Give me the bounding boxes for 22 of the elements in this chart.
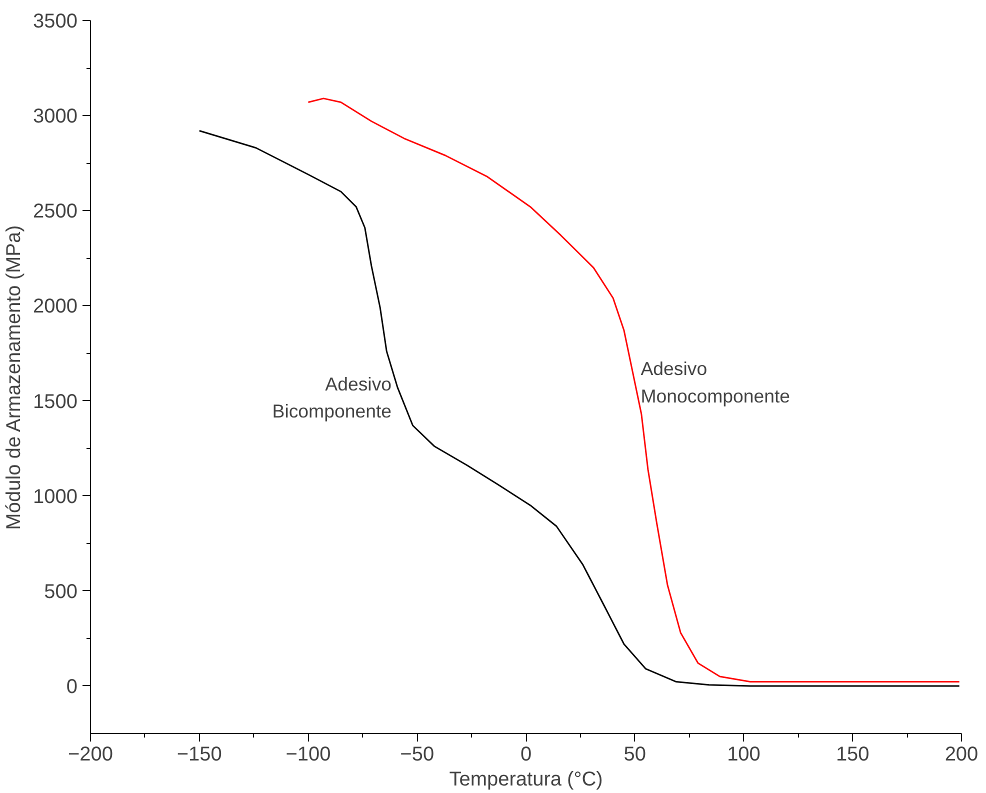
x-tick-label: −100 [286,744,331,766]
x-axis-title: Temperatura (°C) [449,768,603,790]
y-axis-title: Módulo de Armazenamento (MPa) [3,225,26,530]
y-tick-label: 0 [66,676,78,698]
y-tick-label: 500 [44,580,78,603]
series-label: Adesivo Monocomponente [640,358,790,406]
series-label: Adesivo Bicomponente [272,373,392,422]
x-tick-label: 150 [836,744,870,766]
x-tick-label: −200 [68,744,114,766]
x-tick-label: −150 [176,744,222,766]
y-tick-label: 1000 [33,486,78,508]
x-tick-label: −50 [400,744,434,766]
y-tick-label: 2500 [33,200,78,223]
y-tick-label: 1500 [33,390,78,413]
x-tick-label: 100 [727,744,760,766]
x-tick-label: 50 [624,744,646,766]
x-tick-label: 0 [520,744,532,766]
y-tick-label: 3000 [33,106,78,128]
y-tick-label: 3500 [33,10,78,32]
y-tick-label: 2000 [33,296,78,318]
line-series [198,130,960,687]
x-tick-label: 200 [944,744,978,766]
